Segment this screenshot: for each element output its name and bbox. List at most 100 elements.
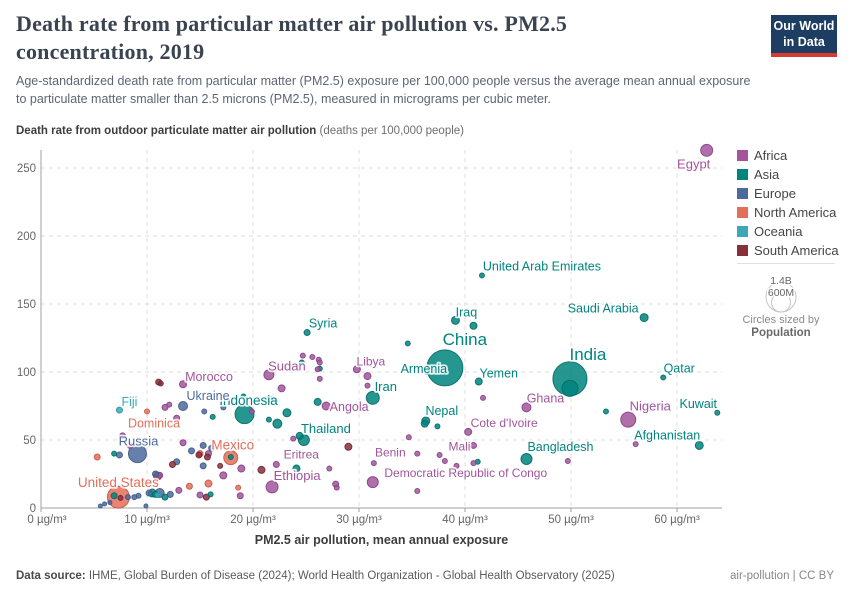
- data-point[interactable]: [161, 493, 169, 501]
- data-point[interactable]: [145, 489, 153, 497]
- data-point[interactable]: [107, 500, 113, 506]
- data-point[interactable]: [168, 460, 176, 468]
- data-point[interactable]: [404, 340, 411, 347]
- data-point[interactable]: [299, 352, 306, 359]
- data-point[interactable]: [314, 366, 321, 373]
- data-point[interactable]: [405, 434, 412, 441]
- data-point[interactable]: [316, 359, 323, 366]
- country-label-bangladesh[interactable]: Bangladesh: [526, 438, 596, 456]
- data-point[interactable]: [199, 462, 207, 470]
- country-label-ethiopia[interactable]: Ethiopia: [272, 466, 323, 485]
- data-point-nigeria[interactable]: [620, 411, 637, 428]
- data-point-russia[interactable]: [127, 444, 147, 464]
- data-point[interactable]: [333, 484, 340, 491]
- data-point[interactable]: [561, 379, 579, 397]
- country-label-yemen[interactable]: Yemen: [478, 365, 520, 383]
- country-label-fiji[interactable]: Fiji: [120, 393, 139, 411]
- data-point[interactable]: [470, 460, 477, 467]
- data-point[interactable]: [179, 439, 187, 447]
- country-label-kuwait[interactable]: Kuwait: [678, 395, 720, 413]
- data-point-libya[interactable]: [352, 365, 361, 374]
- data-point-sudan[interactable]: [263, 369, 275, 381]
- data-point-yemen[interactable]: [474, 377, 483, 386]
- data-point-qatar[interactable]: [660, 374, 667, 381]
- country-label-nigeria[interactable]: Nigeria: [628, 397, 673, 416]
- data-point[interactable]: [364, 382, 371, 389]
- data-point[interactable]: [436, 451, 443, 458]
- data-point[interactable]: [363, 372, 372, 381]
- data-point[interactable]: [227, 454, 234, 460]
- data-point[interactable]: [185, 482, 193, 490]
- data-point-ghana[interactable]: [521, 402, 532, 413]
- data-point[interactable]: [292, 464, 301, 473]
- data-point[interactable]: [135, 492, 142, 499]
- data-point[interactable]: [370, 460, 377, 467]
- data-point[interactable]: [115, 451, 123, 459]
- country-label-indonesia[interactable]: Indonesia: [217, 391, 280, 410]
- country-label-eritrea[interactable]: Eritrea: [282, 446, 321, 464]
- data-point[interactable]: [236, 492, 244, 500]
- data-point[interactable]: [313, 397, 322, 406]
- country-label-mexico[interactable]: Mexico: [210, 436, 256, 455]
- data-point[interactable]: [257, 465, 266, 474]
- data-point[interactable]: [110, 492, 118, 500]
- country-label-china[interactable]: China: [441, 328, 489, 351]
- data-point-united-arab-emirates[interactable]: [478, 272, 485, 279]
- data-point[interactable]: [151, 470, 159, 478]
- data-point[interactable]: [208, 444, 216, 452]
- data-point-benin[interactable]: [414, 450, 421, 457]
- data-point-morocco[interactable]: [179, 380, 188, 389]
- country-label-india[interactable]: India: [568, 343, 609, 366]
- data-point[interactable]: [217, 462, 224, 469]
- country-label-iran[interactable]: Iran: [373, 377, 399, 396]
- data-point-kuwait[interactable]: [714, 409, 721, 416]
- data-point-dominica[interactable]: [144, 408, 150, 415]
- data-point[interactable]: [166, 490, 174, 498]
- data-point-iraq[interactable]: [450, 315, 460, 325]
- data-point[interactable]: [166, 401, 173, 408]
- country-label-mali[interactable]: Mali: [447, 438, 473, 456]
- country-label-united-states[interactable]: United States: [76, 473, 161, 492]
- data-point[interactable]: [434, 423, 441, 430]
- country-label-syria[interactable]: Syria: [307, 315, 339, 333]
- data-point-eritrea[interactable]: [272, 460, 280, 468]
- data-point[interactable]: [248, 408, 255, 415]
- legend-item-north-america[interactable]: North America: [737, 203, 839, 222]
- data-point-fiji[interactable]: [115, 406, 123, 414]
- data-point-saudi-arabia[interactable]: [639, 313, 649, 323]
- data-point[interactable]: [326, 465, 333, 472]
- data-point-iran[interactable]: [365, 390, 380, 405]
- owid-logo[interactable]: Our World in Data: [771, 15, 837, 57]
- data-point[interactable]: [220, 404, 227, 411]
- data-point[interactable]: [265, 416, 272, 423]
- country-label-saudi-arabia[interactable]: Saudi Arabia: [566, 300, 640, 318]
- data-point[interactable]: [235, 484, 242, 491]
- data-point[interactable]: [175, 486, 183, 494]
- data-point[interactable]: [295, 431, 304, 440]
- data-point[interactable]: [199, 441, 207, 449]
- country-label-libya[interactable]: Libya: [355, 353, 388, 371]
- data-point[interactable]: [453, 462, 460, 469]
- country-label-iraq[interactable]: Iraq: [454, 304, 479, 322]
- data-point-bangladesh[interactable]: [520, 453, 533, 466]
- data-point-armenia[interactable]: [423, 369, 430, 375]
- data-point-ethiopia[interactable]: [265, 480, 279, 494]
- data-point[interactable]: [111, 450, 118, 457]
- data-point[interactable]: [441, 457, 448, 464]
- data-point-mali[interactable]: [469, 441, 477, 449]
- data-point[interactable]: [102, 501, 108, 507]
- data-point[interactable]: [188, 447, 196, 455]
- legend-item-asia[interactable]: Asia: [737, 165, 839, 184]
- data-point[interactable]: [564, 457, 571, 464]
- country-label-qatar[interactable]: Qatar: [662, 360, 697, 378]
- data-point[interactable]: [344, 442, 353, 451]
- data-point[interactable]: [420, 419, 429, 428]
- legend-item-africa[interactable]: Africa: [737, 146, 839, 165]
- data-point[interactable]: [204, 479, 213, 488]
- data-point[interactable]: [298, 359, 305, 366]
- data-point-democratic-republic-of-congo[interactable]: [366, 476, 379, 489]
- country-label-cote-d-ivoire[interactable]: Cote d'Ivoire: [469, 414, 540, 432]
- data-point[interactable]: [207, 491, 214, 498]
- country-label-sudan[interactable]: Sudan: [266, 357, 307, 376]
- country-label-dominica[interactable]: Dominica: [126, 415, 182, 433]
